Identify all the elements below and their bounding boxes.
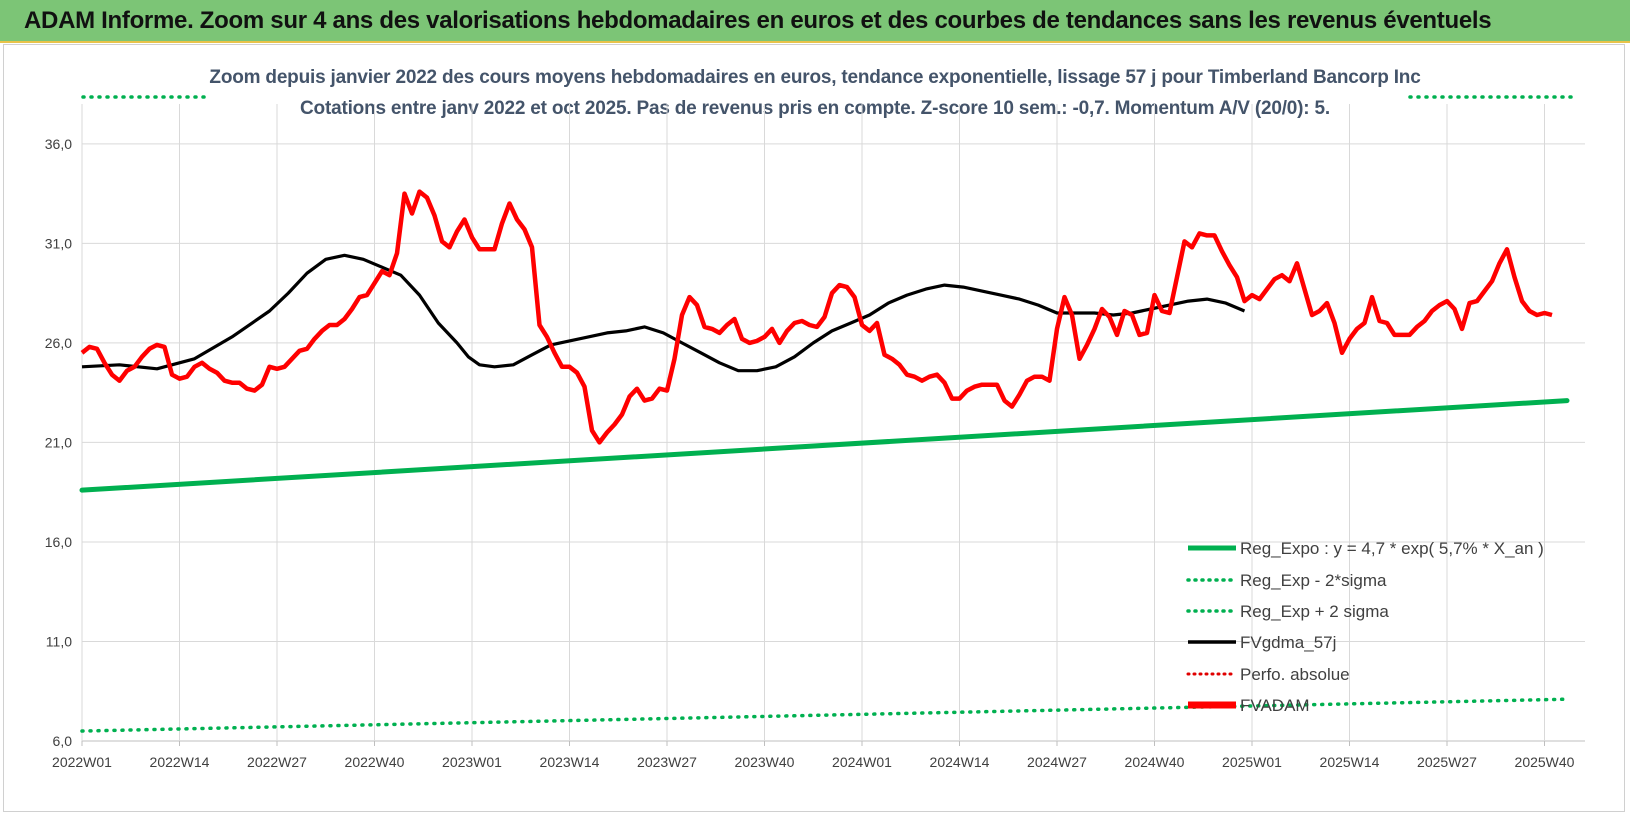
legend: Reg_Expo : y = 4,7 * exp( 5,7% * X_an ) R… xyxy=(1186,539,1544,715)
legend-label: Reg_Exp + 2 sigma xyxy=(1240,602,1389,621)
legend-label: Reg_Expo : y = 4,7 * exp( 5,7% * X_an ) xyxy=(1240,539,1544,558)
x-tick-label: 2022W01 xyxy=(52,754,112,770)
x-tick-label: 2022W14 xyxy=(150,754,210,770)
x-tick-label: 2025W14 xyxy=(1320,754,1380,770)
x-tick-label: 2023W14 xyxy=(540,754,600,770)
y-tick-label: 16,0 xyxy=(45,534,72,550)
header-banner: ADAM Informe. Zoom sur 4 ans des valoris… xyxy=(0,0,1630,43)
x-tick-label: 2022W27 xyxy=(247,754,307,770)
y-tick-label: 36,0 xyxy=(45,136,72,152)
legend-label: FVgdma_57j xyxy=(1240,633,1336,652)
x-tick-label: 2025W40 xyxy=(1515,754,1575,770)
y-tick-label: 11,0 xyxy=(46,633,72,649)
chart-title: Zoom depuis janvier 2022 des cours moyen… xyxy=(209,67,1421,88)
legend-label: Perfo. absolue xyxy=(1240,665,1350,684)
y-tick-label: 21,0 xyxy=(45,434,72,450)
x-tick-label: 2024W27 xyxy=(1027,754,1087,770)
x-tick-label: 2025W27 xyxy=(1417,754,1477,770)
y-tick-label: 26,0 xyxy=(45,335,72,351)
series-group xyxy=(79,95,1580,733)
series-fvadam xyxy=(80,189,1553,445)
x-axis-ticks: 2022W01 2022W14 2022W27 2022W40 2023W01 2023W… xyxy=(52,754,1575,770)
y-axis-ticks: 6,0 11,0 16,0 21,0 26,0 31,0 36,0 xyxy=(45,136,72,749)
x-tick-label: 2024W01 xyxy=(832,754,892,770)
banner-title: ADAM Informe. Zoom sur 4 ans des valoris… xyxy=(24,7,1492,34)
y-tick-label: 6,0 xyxy=(53,733,73,749)
legend-label: FVADAM xyxy=(1240,696,1310,715)
x-tick-label: 2023W27 xyxy=(637,754,697,770)
x-tick-label: 2023W01 xyxy=(442,754,502,770)
x-tick-label: 2024W14 xyxy=(930,754,990,770)
x-tick-label: 2024W40 xyxy=(1125,754,1185,770)
series-reg-minus-2sigma xyxy=(80,697,1569,733)
x-tick-label: 2025W01 xyxy=(1222,754,1282,770)
series-reg-expo xyxy=(79,398,1570,493)
x-tick-label: 2023W40 xyxy=(735,754,795,770)
legend-label: Reg_Exp - 2*sigma xyxy=(1240,571,1387,590)
x-tick-label: 2022W40 xyxy=(345,754,405,770)
chart-subtitle: Cotations entre janv 2022 et oct 2025. P… xyxy=(300,98,1330,119)
y-tick-label: 31,0 xyxy=(45,235,72,251)
grid xyxy=(81,104,1585,746)
chart-frame xyxy=(3,44,1625,812)
series-fvgdma-57j xyxy=(81,253,1246,373)
